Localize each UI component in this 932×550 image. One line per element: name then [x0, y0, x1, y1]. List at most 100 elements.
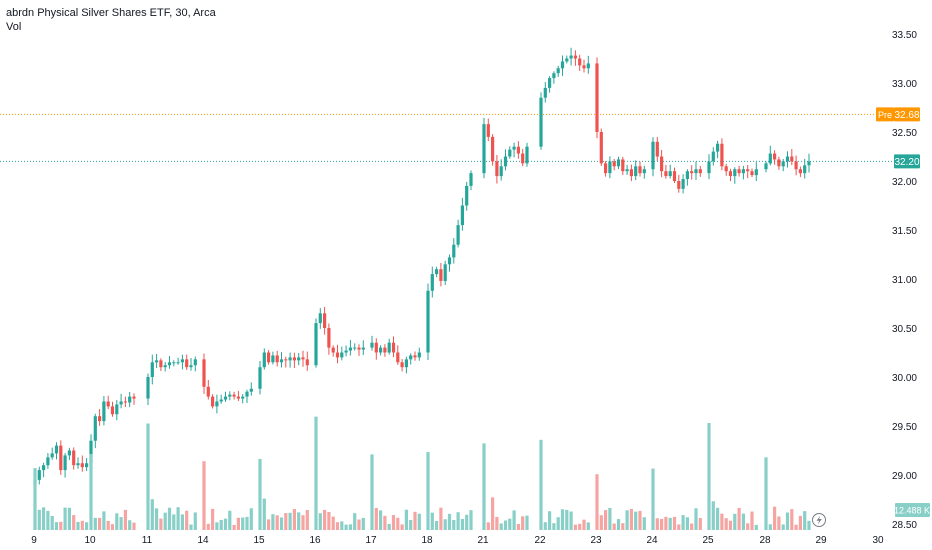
price-tick-label: 31.00	[892, 275, 917, 286]
candle-body	[379, 347, 383, 353]
volume-bar	[59, 521, 63, 530]
candle-body	[516, 146, 520, 154]
candle-body	[335, 352, 340, 358]
candle-body	[443, 264, 447, 281]
volume-bar	[486, 522, 490, 530]
volume-bar	[370, 454, 374, 530]
candle-body	[539, 97, 543, 147]
volume-bar	[503, 520, 508, 530]
volume-bar	[548, 511, 552, 530]
candle-body	[578, 58, 582, 66]
volume-bar	[159, 518, 163, 530]
volume-bar	[456, 512, 460, 530]
volume-bar	[236, 517, 240, 530]
volume-bar	[115, 513, 119, 530]
volume-bar	[249, 508, 253, 530]
volume-bar	[668, 517, 672, 530]
candle-body	[733, 169, 737, 177]
candle-body	[323, 313, 327, 328]
candle-body	[495, 161, 499, 177]
volume-bar	[746, 523, 750, 530]
candle-body	[215, 401, 219, 407]
volume-bar	[773, 506, 777, 530]
volume-bar	[241, 517, 245, 530]
candle-body	[391, 342, 396, 353]
candle-body	[89, 440, 93, 464]
price-tick-label: 29.00	[892, 471, 917, 482]
volume-bar	[469, 510, 473, 530]
candle-body	[638, 166, 642, 174]
volume-bar	[595, 474, 599, 530]
candle-body	[185, 359, 189, 368]
candle-body	[426, 290, 430, 353]
volume-bar	[374, 507, 378, 530]
candle-body	[655, 141, 659, 157]
volume-bar	[465, 514, 469, 530]
volume-bar	[737, 507, 741, 530]
volume-bar	[604, 510, 608, 530]
candle-body	[327, 328, 331, 348]
candle-body	[681, 179, 685, 189]
pre-market-badge: Pre 32.68	[876, 107, 920, 122]
volume-bar	[651, 468, 655, 530]
volume-bar	[176, 507, 180, 530]
candle-body	[548, 78, 552, 88]
volume-bar	[305, 510, 309, 530]
volume-bar	[664, 516, 668, 530]
volume-bar	[102, 511, 106, 530]
candle-body	[616, 159, 621, 167]
candle-body	[284, 359, 288, 361]
volume-bar	[447, 513, 452, 530]
volume-bar	[733, 513, 737, 530]
price-tick-label: 33.50	[892, 30, 917, 41]
candle-body	[456, 225, 460, 245]
candle-body	[150, 362, 154, 377]
time-tick-label: 11	[142, 535, 153, 546]
volume-bar	[413, 511, 417, 530]
candle-body	[569, 55, 573, 59]
badge-value: 32.20	[894, 157, 919, 168]
volume-bar	[132, 522, 136, 530]
volume-bar	[387, 523, 391, 530]
candle-body	[288, 357, 292, 361]
candle-body	[668, 171, 672, 177]
volume-bar	[430, 512, 434, 530]
candle-body	[297, 357, 301, 361]
candle-body	[318, 313, 322, 324]
candle-body	[491, 136, 495, 162]
candle-body	[608, 161, 612, 174]
candle-body	[331, 347, 335, 353]
candle-body	[155, 360, 159, 363]
volume-bar	[491, 497, 495, 530]
candle-body	[387, 342, 391, 353]
volume-bar	[677, 524, 681, 530]
volume-bar	[768, 524, 772, 530]
candle-body	[413, 355, 417, 358]
candle-body	[781, 161, 785, 167]
volume-bar	[781, 524, 785, 530]
volume-bar	[642, 517, 646, 530]
candle-body	[447, 257, 452, 265]
volume-bar	[716, 507, 720, 530]
volume-bar	[443, 519, 447, 530]
volume-bar	[435, 520, 439, 530]
volume-bar	[660, 518, 664, 530]
badge-label: Pre	[878, 110, 892, 120]
candle-body	[123, 401, 127, 403]
candle-body	[707, 161, 711, 174]
candle-body	[262, 352, 266, 368]
volume-bar	[638, 510, 642, 530]
time-tick-label: 28	[759, 535, 771, 546]
volume-bar	[344, 524, 348, 530]
candle-body	[677, 181, 681, 189]
volume-bar	[163, 512, 167, 530]
candle-body	[37, 470, 41, 480]
volume-bar	[750, 511, 754, 530]
badge-label-bg	[876, 107, 894, 122]
candle-body	[98, 416, 102, 422]
volume-bar	[219, 519, 223, 530]
volume-bar	[552, 523, 556, 530]
volume-bar	[63, 507, 67, 530]
